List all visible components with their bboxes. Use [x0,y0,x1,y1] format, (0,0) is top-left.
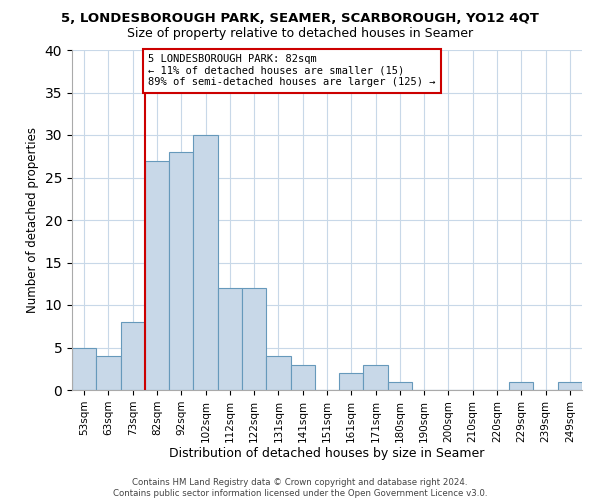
X-axis label: Distribution of detached houses by size in Seamer: Distribution of detached houses by size … [169,448,485,460]
Bar [364,364,388,390]
Bar [509,382,533,390]
Bar [242,288,266,390]
Bar [72,348,96,390]
Bar [290,364,315,390]
Bar [96,356,121,390]
Bar [145,160,169,390]
Text: 5 LONDESBOROUGH PARK: 82sqm
← 11% of detached houses are smaller (15)
89% of sem: 5 LONDESBOROUGH PARK: 82sqm ← 11% of det… [149,54,436,88]
Bar [558,382,582,390]
Bar [218,288,242,390]
Bar [193,135,218,390]
Text: Size of property relative to detached houses in Seamer: Size of property relative to detached ho… [127,28,473,40]
Bar [121,322,145,390]
Text: 5, LONDESBOROUGH PARK, SEAMER, SCARBOROUGH, YO12 4QT: 5, LONDESBOROUGH PARK, SEAMER, SCARBOROU… [61,12,539,26]
Bar [266,356,290,390]
Bar [339,373,364,390]
Y-axis label: Number of detached properties: Number of detached properties [26,127,39,313]
Text: Contains HM Land Registry data © Crown copyright and database right 2024.
Contai: Contains HM Land Registry data © Crown c… [113,478,487,498]
Bar [388,382,412,390]
Bar [169,152,193,390]
